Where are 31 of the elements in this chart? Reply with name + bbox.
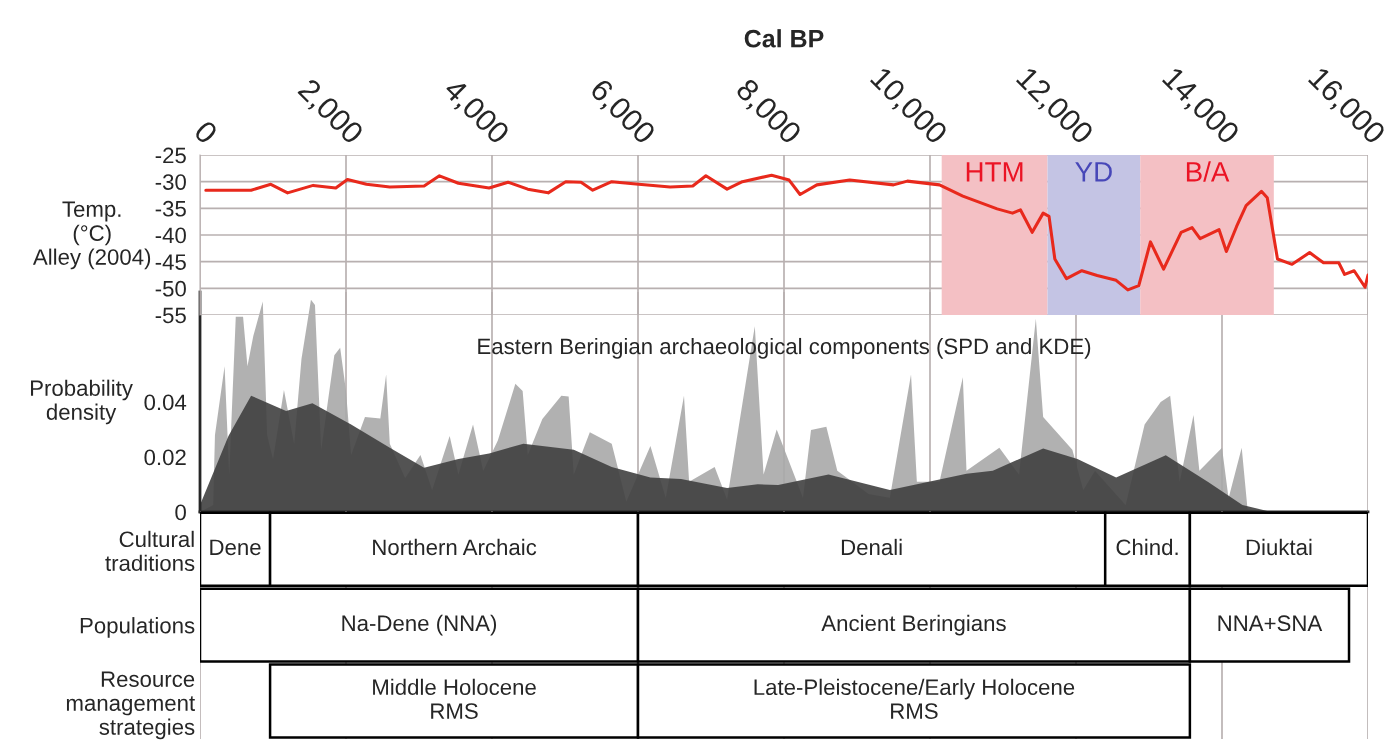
y-tick-label: 0 xyxy=(175,504,186,521)
band-label: HTM xyxy=(966,162,1023,182)
band-label: YD xyxy=(1075,162,1112,182)
y-tick-label: Cultural traditions xyxy=(105,530,195,572)
y-axis-title: Probability density xyxy=(31,379,133,425)
data-label: Diuktai xyxy=(1246,538,1312,556)
data-label: Middle Holocene RMS xyxy=(373,678,536,719)
y-tick-label: -50 xyxy=(155,280,186,297)
y-axis-title: Temp. (°C) Alley (2004) xyxy=(32,201,151,270)
data-label: Denali xyxy=(841,538,902,556)
y-tick-label: -25 xyxy=(155,147,186,164)
y-tick-label: Populations xyxy=(80,617,195,638)
data-label: Northern Archaic xyxy=(373,538,537,556)
x-tick-label: 0 xyxy=(193,119,219,146)
data-label: Chind. xyxy=(1116,538,1178,556)
y-tick-label: -30 xyxy=(155,174,186,190)
data-label: Na-Dene (NNA) xyxy=(342,614,497,636)
x-axis-title: Cal BP xyxy=(744,29,824,48)
text: Eastern Beringian archaeological components (SPD and KDE) xyxy=(478,337,1091,359)
data-label: Dene xyxy=(210,539,261,556)
y-tick-label: Resource management strategies xyxy=(66,671,195,740)
y-tick-label: 0.02 xyxy=(144,449,186,466)
y-tick-label: 0.04 xyxy=(144,394,187,411)
y-tick-label: -55 xyxy=(155,307,186,324)
data-label: Late-Pleistocene/Early Holocene RMS xyxy=(754,678,1075,719)
data-label: NNA+SNA xyxy=(1218,615,1323,632)
band-label: B/A xyxy=(1186,161,1230,182)
y-tick-label: -40 xyxy=(155,227,186,244)
y-tick-label: -35 xyxy=(155,200,186,217)
y-tick-label: -45 xyxy=(155,254,186,270)
data-label: Ancient Beringians xyxy=(821,614,1006,636)
